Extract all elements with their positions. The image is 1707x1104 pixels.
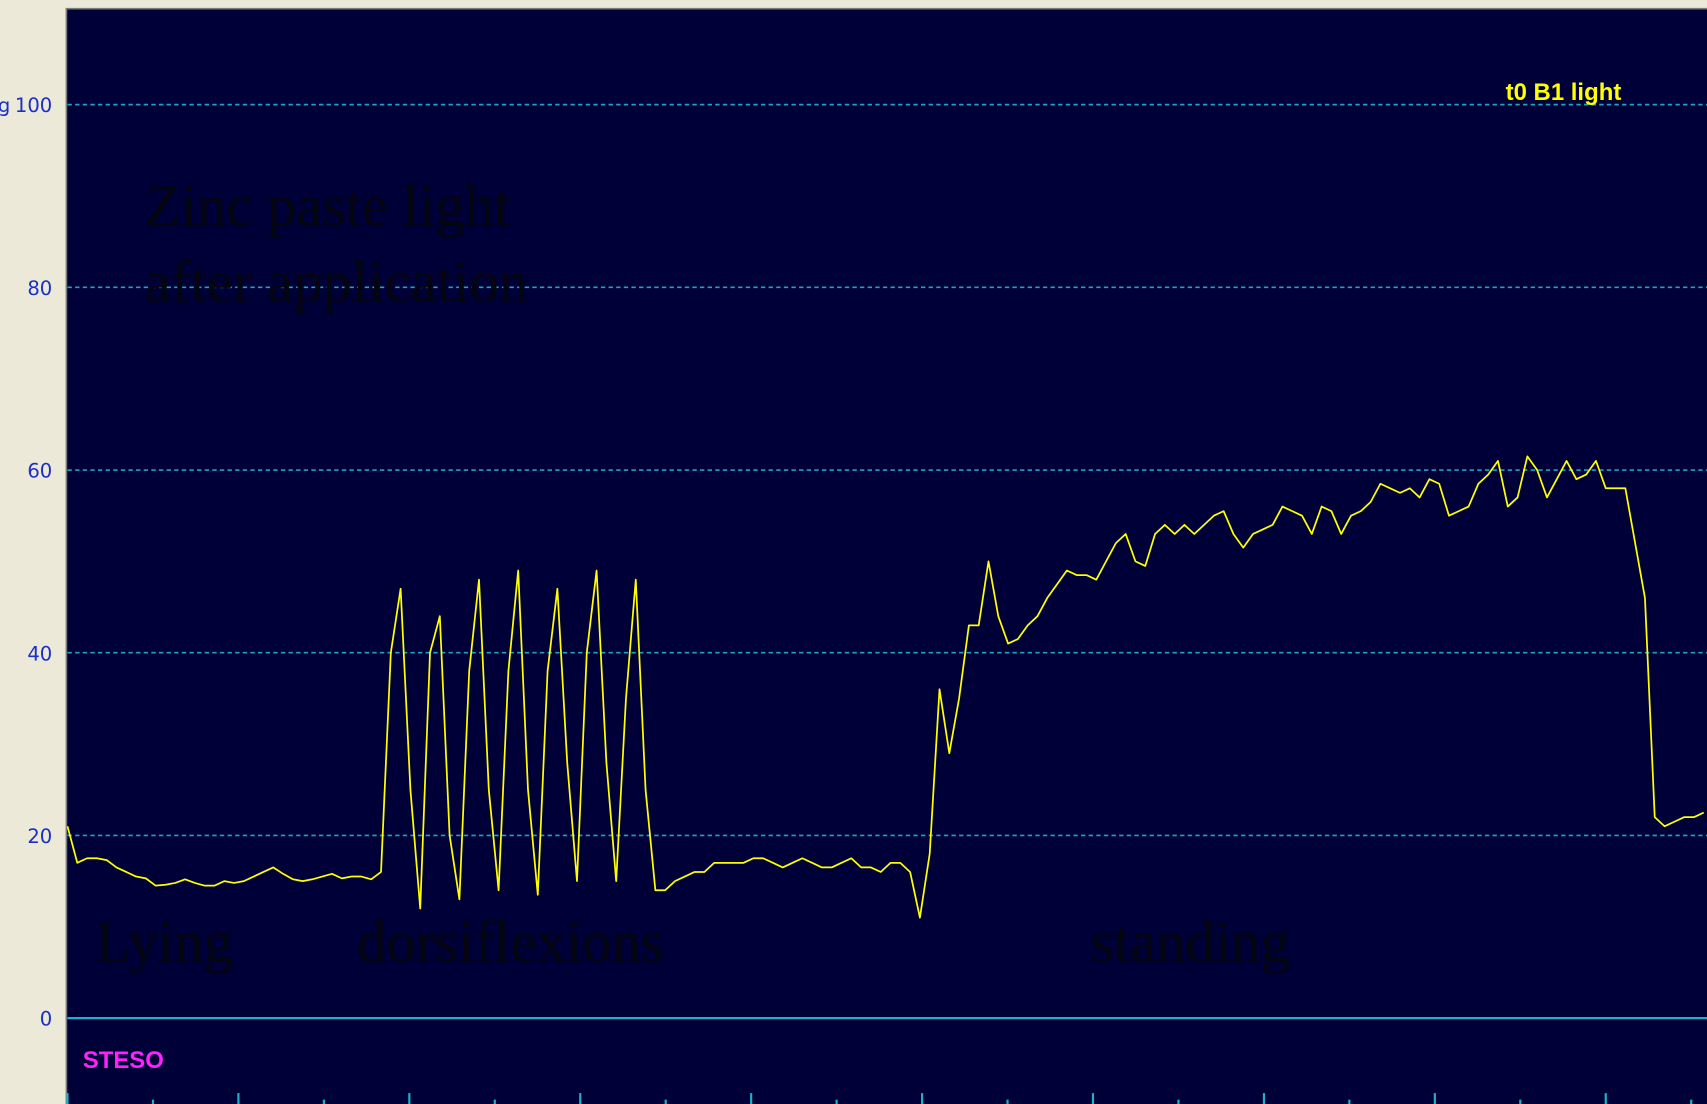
legend-label: t0 B1 light xyxy=(1506,79,1622,106)
y-axis-label: g xyxy=(0,94,10,117)
annotation: dorsiflexions xyxy=(357,909,664,974)
y-tick-label: 100 xyxy=(15,94,52,117)
y-tick-label: 0 xyxy=(40,1008,52,1031)
y-tick-label: 60 xyxy=(27,460,52,483)
y-tick-label: 20 xyxy=(27,825,52,848)
annotation: STESO xyxy=(83,1047,164,1074)
y-tick-label: 40 xyxy=(27,642,52,665)
y-tick-label: 80 xyxy=(27,277,52,300)
annotation: Zinc paste light xyxy=(145,173,511,238)
plot-area xyxy=(65,7,1707,1104)
annotation: after application xyxy=(145,250,528,315)
data-line xyxy=(66,455,1705,919)
annotation: Lying xyxy=(96,909,233,974)
annotation: standing xyxy=(1091,909,1290,974)
